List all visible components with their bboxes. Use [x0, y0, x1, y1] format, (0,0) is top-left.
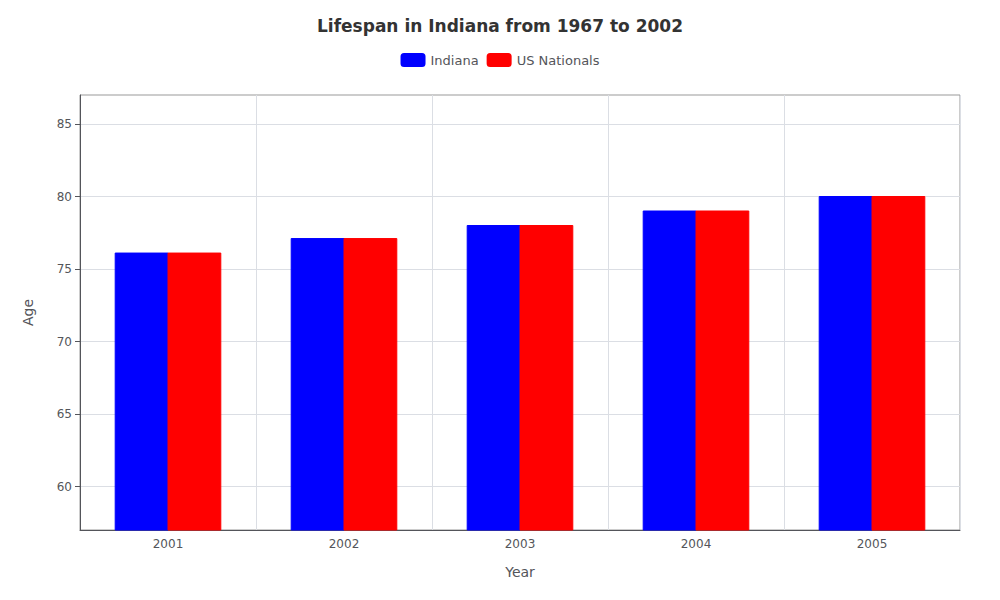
svg-text:2005: 2005	[857, 537, 888, 551]
svg-text:US Nationals: US Nationals	[517, 53, 600, 68]
svg-text:2001: 2001	[153, 537, 184, 551]
svg-text:Lifespan in Indiana from 1967: Lifespan in Indiana from 1967 to 2002	[317, 16, 683, 36]
svg-text:85: 85	[57, 117, 72, 131]
svg-text:80: 80	[57, 190, 72, 204]
svg-text:2002: 2002	[329, 537, 360, 551]
svg-text:60: 60	[57, 480, 72, 494]
svg-text:Indiana: Indiana	[431, 53, 479, 68]
svg-text:Year: Year	[504, 564, 535, 580]
svg-text:65: 65	[57, 407, 72, 421]
svg-text:Age: Age	[20, 299, 36, 326]
svg-text:2004: 2004	[681, 537, 712, 551]
svg-text:70: 70	[57, 335, 72, 349]
svg-text:75: 75	[57, 262, 72, 276]
svg-text:2003: 2003	[505, 537, 536, 551]
